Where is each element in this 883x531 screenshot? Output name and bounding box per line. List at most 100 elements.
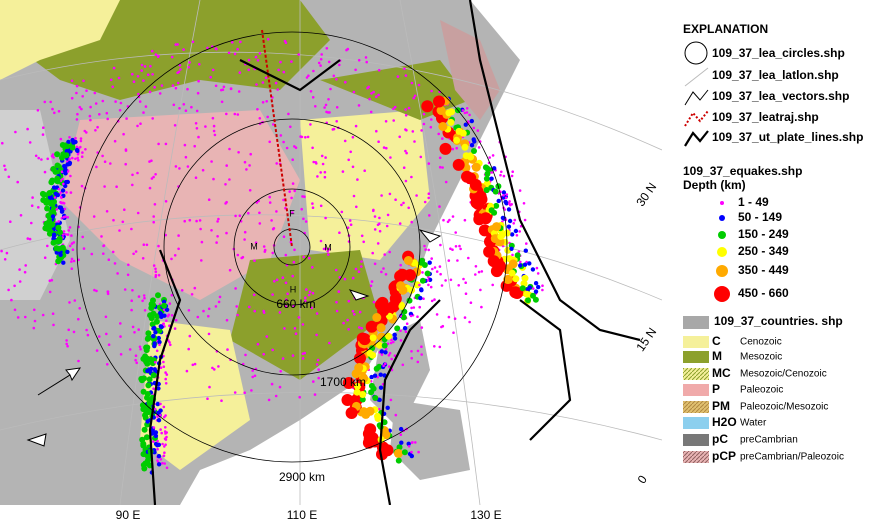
quake-dot xyxy=(62,230,66,233)
quake-dot xyxy=(144,344,151,351)
quake-dot xyxy=(81,235,84,239)
quake-dot xyxy=(236,253,240,257)
quake-dot xyxy=(465,107,469,110)
quake-dot xyxy=(164,426,167,429)
quake-dot xyxy=(513,218,517,222)
quake-dot xyxy=(155,401,160,407)
geology-cenozoic xyxy=(300,110,430,260)
quake-dot xyxy=(340,210,344,214)
quake-dot xyxy=(62,168,68,173)
quake-dot xyxy=(441,166,444,169)
quake-dot xyxy=(220,88,223,92)
quake-dot xyxy=(262,309,266,313)
quake-dot xyxy=(247,68,250,72)
quake-dot xyxy=(369,110,373,114)
quake-dot xyxy=(51,232,57,237)
quake-dot xyxy=(237,151,240,154)
quake-dot xyxy=(480,270,484,273)
geology-label: Mesozoic xyxy=(740,352,782,363)
quake-dot xyxy=(53,111,56,115)
quake-dot xyxy=(399,433,403,437)
legend: EXPLANATION 109_37_lea_circles.shp 109_3… xyxy=(683,22,863,463)
quake-dot xyxy=(236,113,240,116)
quake-dot xyxy=(58,252,63,257)
quake-dot xyxy=(376,242,380,245)
geology-cenozoic xyxy=(0,0,120,80)
quake-dot xyxy=(261,81,265,84)
quake-dot xyxy=(351,310,355,313)
quake-dot xyxy=(255,83,258,86)
quake-dot xyxy=(94,102,98,105)
graticule xyxy=(0,0,662,505)
quake-dot xyxy=(220,399,223,403)
quake-dot xyxy=(158,92,162,95)
quake-dot xyxy=(63,152,70,159)
quake-dot xyxy=(441,137,444,140)
quake-dot xyxy=(412,306,416,309)
quake-dot xyxy=(372,90,375,94)
quake-dot xyxy=(490,171,494,174)
quake-dot xyxy=(151,73,154,76)
quake-dot xyxy=(406,441,411,446)
quake-dot xyxy=(182,103,186,106)
quake-dot xyxy=(362,240,366,244)
quake-dot xyxy=(509,246,514,251)
earthquakes xyxy=(0,37,544,475)
quake-dot xyxy=(268,140,272,144)
quake-dot xyxy=(217,217,220,221)
quake-dot xyxy=(124,162,127,166)
swatch xyxy=(683,401,709,413)
quake-dot xyxy=(142,294,146,297)
quake-dot xyxy=(310,306,314,310)
quake-dot xyxy=(373,365,380,372)
quake-dot xyxy=(511,253,514,257)
quake-dot xyxy=(530,267,536,272)
quake-dot xyxy=(168,341,171,344)
quake-dot xyxy=(150,49,154,53)
quake-dot xyxy=(332,74,336,78)
quake-dot xyxy=(84,148,87,151)
quake-dot xyxy=(128,348,132,351)
quake-dot xyxy=(338,231,341,234)
quake-dot xyxy=(291,158,295,161)
quake-dot xyxy=(403,67,406,71)
quake-dot xyxy=(483,175,490,182)
quake-dot xyxy=(82,247,86,250)
quake-dot xyxy=(377,93,380,97)
quake-dot xyxy=(334,268,338,272)
quake-dot xyxy=(282,140,285,144)
quake-dot xyxy=(152,426,156,429)
geology-label: Water xyxy=(740,418,767,429)
quake-dot xyxy=(88,114,92,118)
quake-dot xyxy=(354,124,358,128)
quake-dot xyxy=(26,237,30,240)
quake-dot xyxy=(127,263,130,267)
quake-dot xyxy=(132,80,136,83)
legend-item: 109_37_leatraj.shp xyxy=(712,110,819,124)
quake-dot xyxy=(433,345,436,348)
symbol xyxy=(719,215,725,221)
quake-dot xyxy=(271,293,274,296)
quake-dot xyxy=(507,202,511,205)
quake-dot xyxy=(536,284,541,290)
quake-dot xyxy=(354,382,361,390)
quake-dot xyxy=(3,164,6,168)
quake-dot xyxy=(427,248,431,252)
quake-dot xyxy=(60,188,66,193)
quake-dot xyxy=(44,205,51,212)
quake-dot xyxy=(402,166,406,169)
quake-dot xyxy=(416,349,420,353)
quake-dot xyxy=(245,168,248,171)
quake-dot xyxy=(303,351,307,355)
quake-dot xyxy=(354,352,366,365)
quake-dot xyxy=(322,247,326,251)
quake-dot xyxy=(57,110,61,113)
quake-dot xyxy=(247,211,250,215)
quake-dot xyxy=(484,170,491,177)
quake-dot xyxy=(67,328,70,332)
quake-dot xyxy=(530,292,536,299)
quake-dot xyxy=(338,276,342,279)
quake-dot xyxy=(386,213,390,217)
quake-dot xyxy=(262,352,266,356)
geology-code: pC xyxy=(712,432,728,446)
